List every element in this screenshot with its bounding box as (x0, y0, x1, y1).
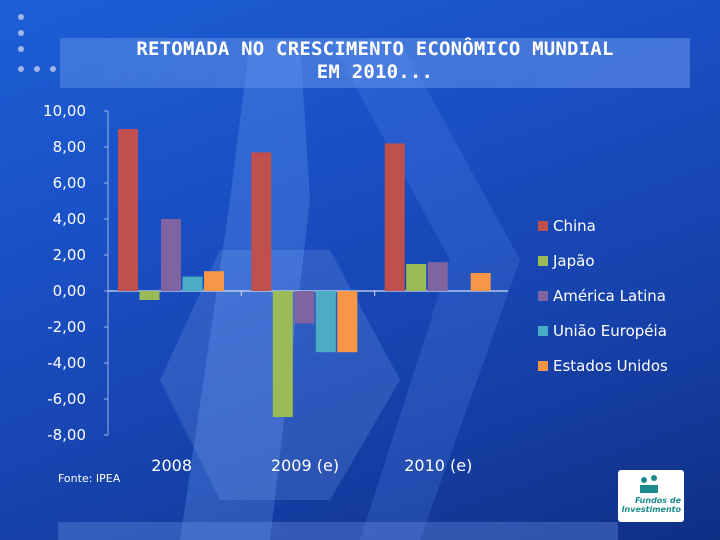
fundos-logo: Fundos de Investimento (618, 470, 684, 522)
bar-china (384, 143, 405, 291)
bar-uni-o-europ-ia (182, 276, 203, 291)
legend-swatch (538, 256, 548, 266)
x-category-label: 2010 (e) (404, 456, 472, 475)
title-bar (60, 38, 690, 88)
bar-estados-unidos (470, 273, 491, 291)
y-tick-label: 8,00 (53, 138, 86, 156)
y-tick-label: 0,00 (53, 282, 86, 300)
logo-mark-icon (640, 475, 658, 493)
bottom-bar (58, 522, 618, 540)
y-tick-label: -6,00 (47, 390, 86, 408)
legend-swatch (538, 221, 548, 231)
legend-swatch (538, 361, 548, 371)
bar-am-rica-latina (161, 219, 181, 291)
slide-title: RETOMADA NO CRESCIMENTO ECONÔMICO MUNDIA… (136, 38, 614, 83)
bar-am-rica-latina (427, 262, 448, 291)
y-tick-label: -4,00 (47, 354, 86, 372)
y-tick-label: -2,00 (47, 318, 86, 336)
legend-label: Estados Unidos (553, 357, 668, 375)
bar-china (118, 129, 138, 291)
y-tick-label: 10,00 (43, 102, 86, 120)
x-category-label: 2009 (e) (271, 456, 339, 475)
logo-text: Fundos de Investimento (621, 496, 681, 514)
legend-label: América Latina (553, 287, 666, 305)
y-tick-label: -8,00 (47, 426, 86, 444)
legend-swatch (538, 326, 548, 336)
bar-estados-unidos (337, 291, 358, 353)
bar-china (251, 152, 272, 291)
bar-estados-unidos (204, 271, 224, 291)
source-label: Fonte: IPEA (58, 472, 121, 485)
x-category-label: 2008 (151, 456, 192, 475)
y-tick-label: 6,00 (53, 174, 86, 192)
legend-label: Japão (552, 252, 595, 270)
legend-swatch (538, 291, 548, 301)
y-tick-label: 4,00 (53, 210, 86, 228)
bar-jap-o (139, 291, 160, 300)
bar-am-rica-latina (294, 291, 315, 324)
bar-uni-o-europ-ia (315, 291, 336, 353)
y-tick-label: 2,00 (53, 246, 86, 264)
legend-label: União Européia (553, 322, 667, 340)
legend-label: China (553, 217, 596, 235)
bar-jap-o (272, 291, 293, 417)
bar-jap-o (406, 264, 427, 291)
